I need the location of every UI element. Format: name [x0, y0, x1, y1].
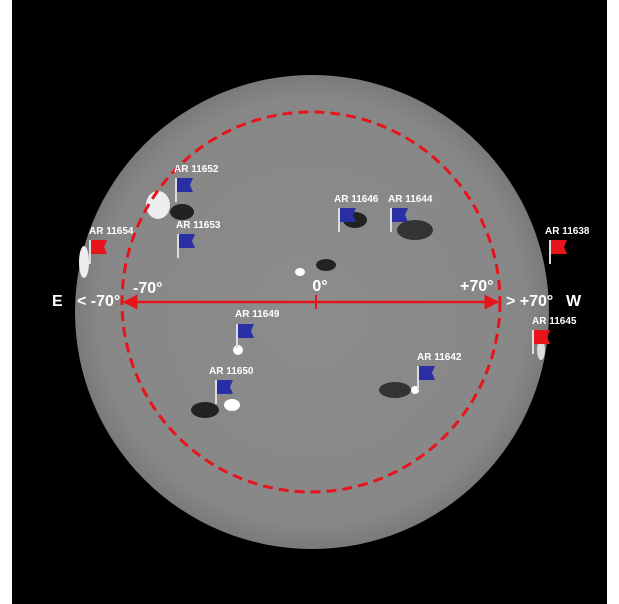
plus-70-label: +70° [460, 278, 494, 295]
region-label: AR 11644 [388, 194, 433, 205]
minus-70-label: -70° [133, 280, 163, 297]
region-label: AR 11642 [417, 352, 462, 363]
west-label: W [566, 293, 582, 310]
flag-pole [390, 208, 392, 232]
flag-pole [338, 208, 340, 232]
flag [551, 240, 567, 254]
magnetic-features [79, 191, 545, 418]
region-label: AR 11652 [174, 164, 219, 175]
flag [392, 208, 408, 222]
region-label: AR 11646 [334, 194, 379, 205]
flag [217, 380, 233, 394]
flag-pole [417, 366, 419, 390]
west-limit-label: > +70° [506, 293, 553, 310]
flag [179, 234, 195, 248]
flag-pole [532, 330, 534, 354]
region-label: AR 11649 [235, 309, 280, 320]
flag-pole [236, 324, 238, 348]
flag [340, 208, 356, 222]
region-label: AR 11653 [176, 220, 221, 231]
flag-pole [177, 234, 179, 258]
east-label: E [52, 293, 63, 310]
flag [177, 178, 193, 192]
flag-pole [215, 380, 217, 404]
limit-ellipse [120, 110, 502, 494]
flag [238, 324, 254, 338]
region-label: AR 11645 [532, 316, 577, 327]
zero-label: 0° [312, 278, 327, 295]
region-label: AR 11650 [209, 366, 254, 377]
east-limit-label: < -70° [77, 293, 120, 310]
flag [534, 330, 550, 344]
flag-pole [89, 240, 91, 264]
region-flags: AR 11652 AR 11653 AR 11654 AR 11646 AR 11644… [89, 164, 590, 404]
solar-disk [75, 75, 549, 549]
flag [91, 240, 107, 254]
flag-pole [175, 178, 177, 202]
flag [419, 366, 435, 380]
region-label: AR 11638 [545, 226, 590, 237]
region-label: AR 11654 [89, 226, 134, 237]
flag-pole [549, 240, 551, 264]
